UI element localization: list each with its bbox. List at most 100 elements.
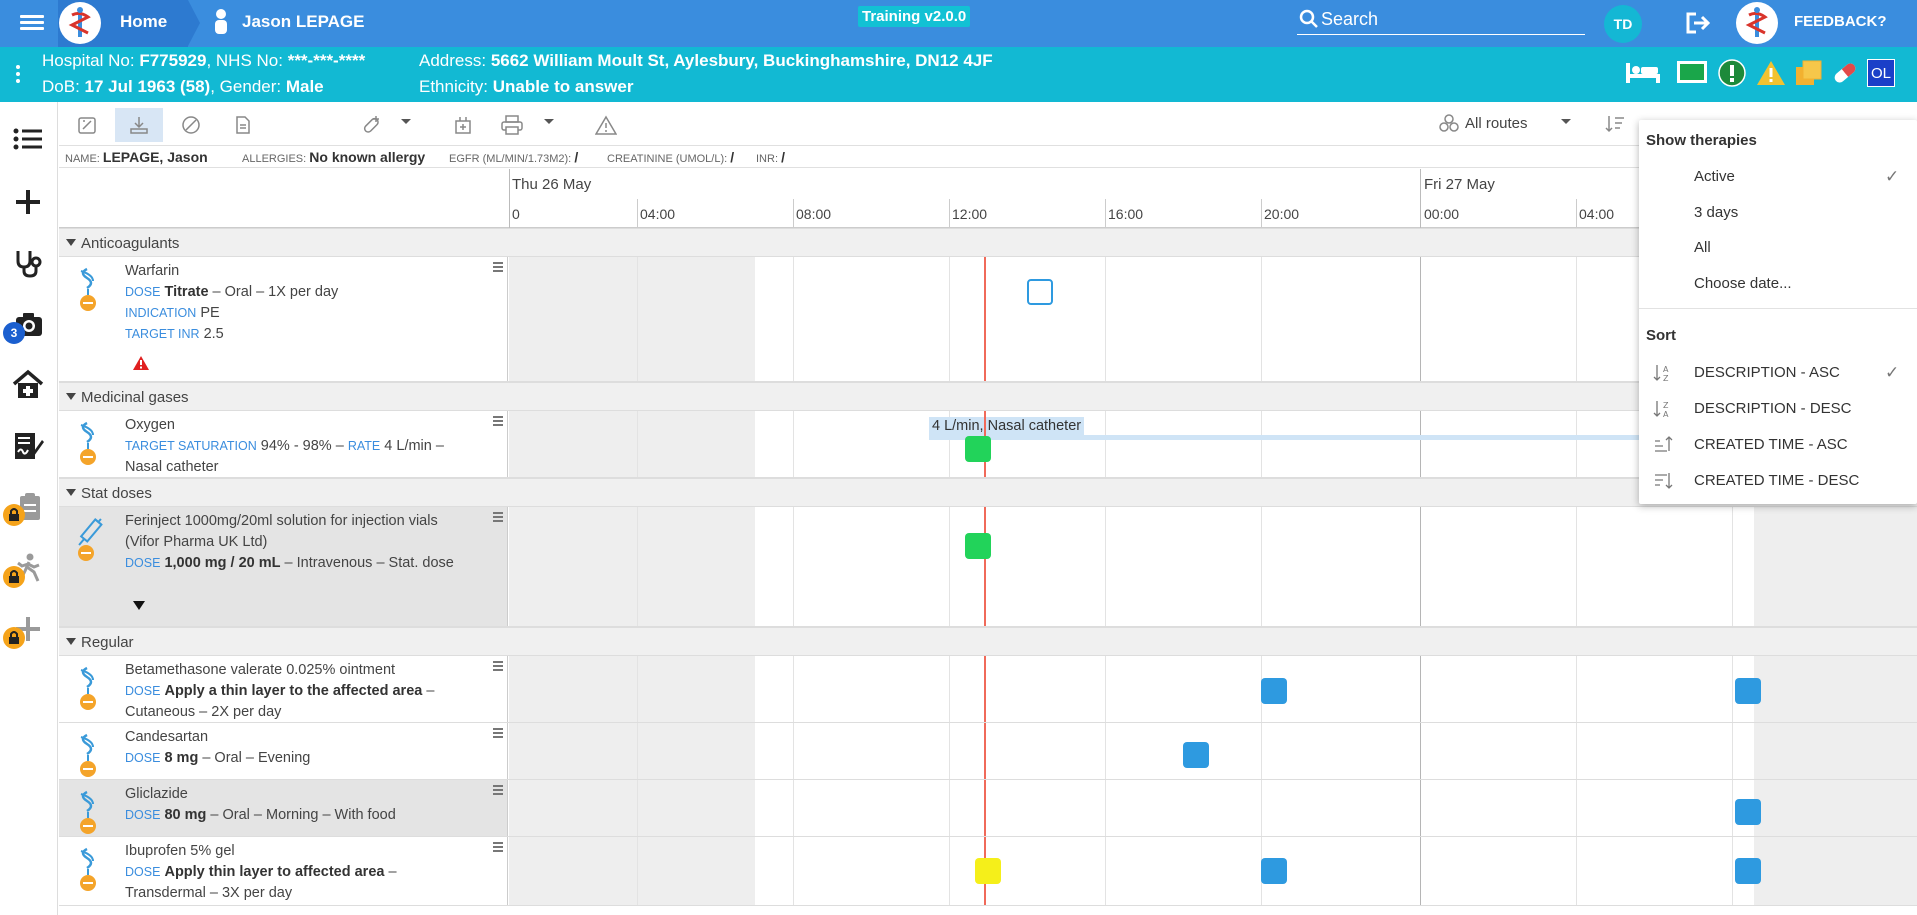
menu-icon[interactable] bbox=[20, 12, 44, 32]
collapse-icon[interactable] bbox=[66, 489, 76, 496]
sort-created-desc[interactable]: CREATED TIME - DESC bbox=[1639, 463, 1917, 497]
row-menu-icon[interactable] bbox=[493, 416, 503, 428]
timeline-view-button[interactable] bbox=[115, 108, 163, 142]
expand-caret-icon[interactable] bbox=[133, 601, 145, 610]
row-menu-icon[interactable] bbox=[493, 262, 503, 274]
row-menu-icon[interactable] bbox=[493, 728, 503, 740]
search-input[interactable] bbox=[1321, 7, 1576, 31]
collapse-icon[interactable] bbox=[66, 393, 76, 400]
therapy-row[interactable]: Betamethasone valerate 0.025% ointment D… bbox=[59, 656, 1917, 723]
option-active[interactable]: Active ✓ bbox=[1694, 167, 1900, 186]
user-avatar[interactable]: TD bbox=[1604, 5, 1642, 43]
hospital-home-icon[interactable] bbox=[12, 369, 44, 401]
signature-icon[interactable] bbox=[12, 430, 44, 462]
routes-filter[interactable]: All routes bbox=[1465, 115, 1528, 132]
patient-breadcrumb[interactable]: Jason LEPAGE bbox=[242, 12, 365, 31]
row-menu-icon[interactable] bbox=[493, 785, 503, 797]
breadcrumb-chevron bbox=[188, 0, 200, 46]
therapy-row[interactable]: Ferinject 1000mg/20ml solution for injec… bbox=[59, 507, 1917, 627]
walking-person-icon[interactable] bbox=[12, 552, 44, 584]
pill-icon[interactable] bbox=[1830, 59, 1860, 92]
bed-icon[interactable] bbox=[1624, 59, 1662, 90]
hour-label: 04:00 bbox=[1579, 206, 1615, 222]
collapse-icon[interactable] bbox=[66, 638, 76, 645]
given-dose-marker[interactable] bbox=[965, 436, 991, 462]
planned-dose-marker[interactable] bbox=[1735, 858, 1761, 884]
therapy-row[interactable]: Gliclazide DOSE 80 mg – Oral – Morning –… bbox=[59, 780, 1917, 837]
therapy-details[interactable]: Warfarin DOSE Titrate – Oral – 1X per da… bbox=[59, 257, 508, 381]
list-icon[interactable] bbox=[12, 125, 44, 157]
stethoscope-icon[interactable] bbox=[12, 247, 44, 279]
row-menu-icon[interactable] bbox=[493, 512, 503, 524]
therapy-timeline[interactable] bbox=[509, 723, 1917, 779]
planned-dose-marker[interactable] bbox=[1027, 279, 1053, 305]
section-regular[interactable]: Regular bbox=[59, 627, 1917, 656]
oxygen-duration-bar[interactable] bbox=[929, 435, 1917, 440]
therapy-row[interactable]: Candesartan DOSE 8 mg – Oral – Evening bbox=[59, 723, 1917, 780]
notes-icon[interactable] bbox=[1794, 59, 1824, 92]
kebab-menu-icon[interactable] bbox=[16, 65, 20, 86]
clipboard-icon[interactable] bbox=[12, 491, 44, 523]
option-all[interactable]: All bbox=[1694, 239, 1711, 256]
caret-down-icon[interactable] bbox=[544, 119, 554, 124]
given-dose-marker[interactable] bbox=[965, 533, 991, 559]
caret-down-icon[interactable] bbox=[401, 119, 411, 124]
section-stat-doses[interactable]: Stat doses bbox=[59, 478, 1917, 507]
therapy-details[interactable]: Betamethasone valerate 0.025% ointment D… bbox=[59, 656, 508, 722]
planned-dose-marker[interactable] bbox=[1183, 742, 1209, 768]
document-button[interactable] bbox=[219, 108, 267, 142]
therapy-details[interactable]: Oxygen TARGET SATURATION 94% - 98% – RAT… bbox=[59, 411, 508, 477]
planned-dose-marker[interactable] bbox=[1735, 799, 1761, 825]
green-card-icon[interactable] bbox=[1676, 59, 1708, 90]
feedback-button[interactable]: FEEDBACK? bbox=[1794, 13, 1887, 30]
hour-label: 12:00 bbox=[952, 206, 988, 222]
option-choose-date[interactable]: Choose date... bbox=[1694, 275, 1792, 292]
pending-dose-marker[interactable] bbox=[975, 858, 1001, 884]
therapy-row[interactable]: Ibuprofen 5% gel DOSE Apply thin layer t… bbox=[59, 837, 1917, 906]
therapy-row[interactable]: Oxygen TARGET SATURATION 94% - 98% – RAT… bbox=[59, 411, 1917, 478]
planned-dose-marker[interactable] bbox=[1261, 858, 1287, 884]
print-button[interactable] bbox=[487, 108, 535, 142]
logout-icon[interactable] bbox=[1685, 11, 1713, 38]
show-therapies-header: Show therapies bbox=[1646, 132, 1757, 149]
collapse-icon[interactable] bbox=[66, 239, 76, 246]
therapy-details[interactable]: Ferinject 1000mg/20ml solution for injec… bbox=[59, 507, 508, 626]
prescription-button[interactable] bbox=[439, 108, 487, 142]
alert-circle-icon[interactable] bbox=[1718, 59, 1746, 92]
planned-dose-marker[interactable] bbox=[1261, 678, 1287, 704]
person-icon bbox=[211, 8, 231, 39]
sort-ascending-icon bbox=[1653, 435, 1673, 458]
add-secondary-icon[interactable] bbox=[12, 613, 44, 645]
therapy-timeline[interactable] bbox=[509, 837, 1917, 905]
routes-caret-icon[interactable] bbox=[1561, 119, 1571, 124]
warnings-button[interactable] bbox=[581, 108, 629, 142]
option-3-days[interactable]: 3 days bbox=[1694, 204, 1739, 221]
ol-badge[interactable]: OL bbox=[1867, 59, 1895, 87]
therapy-details[interactable]: Gliclazide DOSE 80 mg – Oral – Morning –… bbox=[59, 780, 508, 836]
sort-created-asc[interactable]: CREATED TIME - ASC bbox=[1639, 427, 1917, 461]
therapy-details[interactable]: Candesartan DOSE 8 mg – Oral – Evening bbox=[59, 723, 508, 779]
add-medication-button[interactable] bbox=[347, 108, 395, 142]
oxygen-rate-label[interactable]: 4 L/min, Nasal catheter bbox=[929, 417, 1085, 435]
warning-icon[interactable] bbox=[1756, 59, 1786, 92]
therapy-timeline[interactable] bbox=[509, 507, 1917, 626]
therapy-details[interactable]: Ibuprofen 5% gel DOSE Apply thin layer t… bbox=[59, 837, 508, 905]
therapy-text: Ferinject 1000mg/20ml solution for injec… bbox=[125, 513, 454, 571]
app-logo-icon[interactable] bbox=[59, 2, 101, 44]
therapy-list-button[interactable] bbox=[63, 108, 111, 142]
therapy-timeline[interactable] bbox=[509, 780, 1917, 836]
search-box[interactable] bbox=[1297, 7, 1585, 35]
row-menu-icon[interactable] bbox=[493, 842, 503, 854]
section-anticoagulants[interactable]: Anticoagulants bbox=[59, 228, 1917, 257]
planned-dose-marker[interactable] bbox=[1735, 678, 1761, 704]
home-label[interactable]: Home bbox=[120, 12, 168, 31]
row-menu-icon[interactable] bbox=[493, 661, 503, 673]
sort-icon[interactable] bbox=[1604, 114, 1626, 137]
feedback-logo-icon[interactable] bbox=[1736, 2, 1778, 44]
cancel-view-button[interactable] bbox=[167, 108, 215, 142]
add-icon[interactable] bbox=[12, 186, 44, 218]
section-medicinal-gases[interactable]: Medicinal gases bbox=[59, 382, 1917, 411]
therapy-timeline[interactable] bbox=[509, 656, 1917, 722]
